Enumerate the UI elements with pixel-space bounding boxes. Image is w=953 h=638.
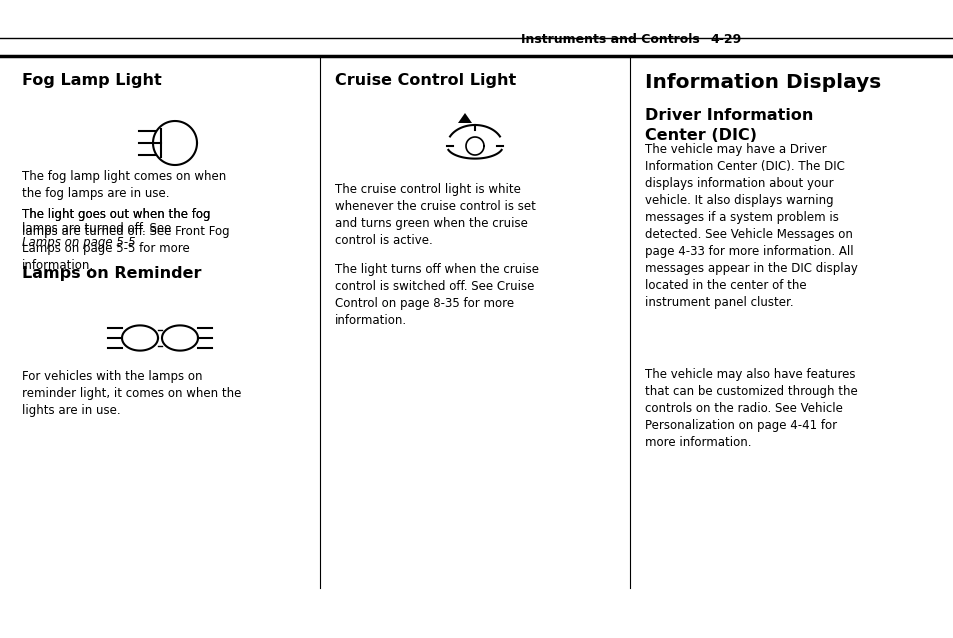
Text: The vehicle may have a Driver
Information Center (DIC). The DIC
displays informa: The vehicle may have a Driver Informatio…: [644, 143, 857, 309]
Text: Information Displays: Information Displays: [644, 73, 881, 92]
Text: The vehicle may also have features
that can be customized through the
controls o: The vehicle may also have features that …: [644, 368, 857, 449]
Text: The light goes out when the fog
lamps are turned off. See Front Fog
Lamps on pag: The light goes out when the fog lamps ar…: [22, 208, 230, 272]
Text: Lamps on page 5-5: Lamps on page 5-5: [22, 236, 135, 249]
Text: Lamps on Reminder: Lamps on Reminder: [22, 266, 201, 281]
Text: The cruise control light is white
whenever the cruise control is set
and turns g: The cruise control light is white whenev…: [335, 183, 536, 247]
Text: The fog lamp light comes on when
the fog lamps are in use.: The fog lamp light comes on when the fog…: [22, 170, 226, 200]
Text: The light turns off when the cruise
control is switched off. See Cruise
Control : The light turns off when the cruise cont…: [335, 263, 538, 327]
Text: The light goes out when the fog: The light goes out when the fog: [22, 208, 211, 221]
Text: Instruments and Controls: Instruments and Controls: [520, 33, 700, 46]
Polygon shape: [457, 113, 472, 123]
Text: Driver Information
Center (DIC): Driver Information Center (DIC): [644, 108, 813, 143]
Text: 4-29: 4-29: [709, 33, 740, 46]
Text: Cruise Control Light: Cruise Control Light: [335, 73, 516, 88]
Text: Fog Lamp Light: Fog Lamp Light: [22, 73, 162, 88]
Text: lamps are turned off. See: lamps are turned off. See: [22, 222, 175, 235]
Text: For vehicles with the lamps on
reminder light, it comes on when the
lights are i: For vehicles with the lamps on reminder …: [22, 370, 241, 417]
